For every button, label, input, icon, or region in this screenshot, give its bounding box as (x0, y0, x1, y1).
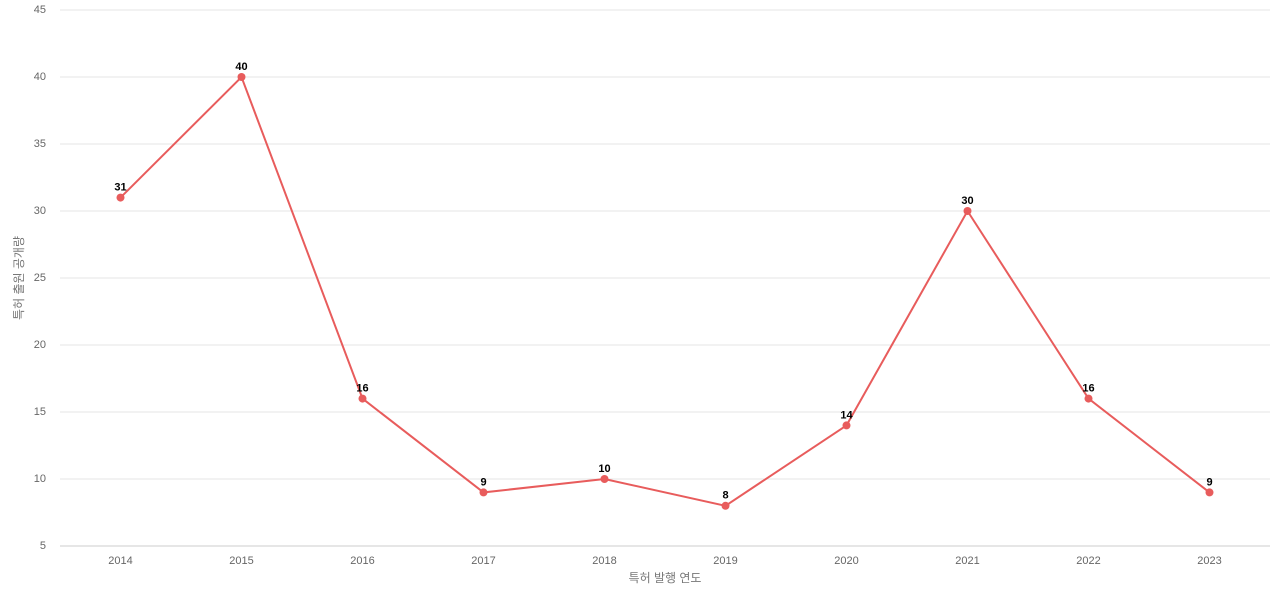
x-tick-label: 2021 (955, 555, 979, 567)
line (119, 75, 1211, 507)
value-label: 31 (114, 182, 126, 194)
x-tick-label: 2015 (229, 555, 253, 567)
value-label: 10 (598, 463, 610, 475)
y-tick-label: 35 (34, 138, 46, 150)
x-tick-label: 2019 (713, 555, 737, 567)
y-axis-title: 특허 출원 공개량 (12, 236, 26, 320)
value-label: 16 (1082, 383, 1094, 395)
point (963, 207, 972, 215)
point (1084, 394, 1093, 403)
point (358, 394, 367, 403)
x-tick-label: 2023 (1197, 555, 1221, 567)
y-tick-label: 20 (34, 339, 46, 351)
point (600, 475, 609, 483)
y-tick-label: 10 (34, 473, 46, 485)
value-label: 14 (840, 409, 853, 421)
value-label: 9 (480, 476, 486, 488)
x-tick-label: 2018 (592, 555, 616, 567)
x-tick-label: 2022 (1076, 555, 1100, 567)
x-axis-title: 특허 발행 연도 (629, 570, 702, 585)
value-label: 16 (356, 383, 368, 395)
value-label: 40 (235, 61, 247, 73)
y-tick-label: 5 (40, 540, 46, 552)
x-tick-label: 2020 (834, 555, 858, 567)
y-tick-label: 25 (34, 272, 46, 284)
y-tick-label: 45 (34, 4, 46, 16)
value-label: 8 (722, 490, 728, 502)
x-tick-label: 2016 (350, 555, 374, 567)
point (721, 501, 730, 510)
x-tick-label: 2017 (471, 555, 495, 567)
point (479, 488, 488, 497)
y-tick-label: 15 (34, 406, 46, 418)
point (842, 421, 851, 430)
y-tick-label: 40 (34, 71, 46, 83)
point (116, 193, 125, 202)
y-tick-label: 30 (34, 205, 46, 217)
point (1205, 488, 1214, 497)
value-label: 9 (1206, 476, 1212, 488)
point (237, 73, 246, 81)
x-tick-label: 2014 (108, 555, 132, 567)
value-label: 30 (961, 195, 973, 207)
